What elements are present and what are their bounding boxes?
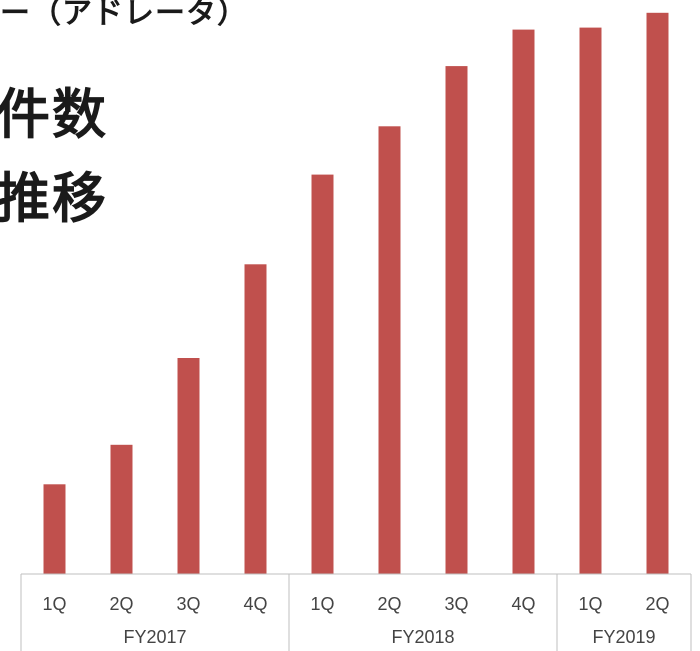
chart-heading-line1: 件数 [0, 83, 108, 146]
x-group-label-3: FY2019 [592, 627, 655, 647]
bar-4 [244, 264, 267, 574]
bar-7 [445, 66, 468, 574]
bar-1 [43, 484, 66, 574]
bar-2 [110, 444, 133, 574]
x-tick-label-2: 2Q [109, 594, 133, 614]
bar-8 [512, 29, 535, 575]
x-tick-label-8: 4Q [511, 594, 535, 614]
bar-5 [311, 174, 334, 574]
x-tick-label-7: 3Q [444, 594, 468, 614]
x-tick-label-4: 4Q [243, 594, 267, 614]
x-group-label-1: FY2017 [123, 627, 186, 647]
bar-6 [378, 126, 401, 575]
bar-10 [646, 12, 669, 575]
bars-layer [43, 12, 669, 575]
x-tick-label-6: 2Q [377, 594, 401, 614]
x-group-label-2: FY2018 [391, 627, 454, 647]
axis-layer [20, 573, 692, 651]
x-tick-label-5: 1Q [310, 594, 334, 614]
x-tick-label-1: 1Q [42, 594, 66, 614]
chart-heading-line2: 推移 [0, 167, 108, 230]
bar-9 [579, 27, 602, 575]
x-tick-label-3: 3Q [176, 594, 200, 614]
x-tick-label-10: 2Q [645, 594, 669, 614]
labels-layer: 1Q 2Q 3Q 4Q 1Q 2Q 3Q 4Q 1Q 2Q FY2017 FY2018 FY2019 [42, 594, 669, 647]
chart-heading-top: ー（アドレータ） [0, 0, 248, 31]
x-tick-label-9: 1Q [578, 594, 602, 614]
bar-3 [177, 358, 200, 574]
